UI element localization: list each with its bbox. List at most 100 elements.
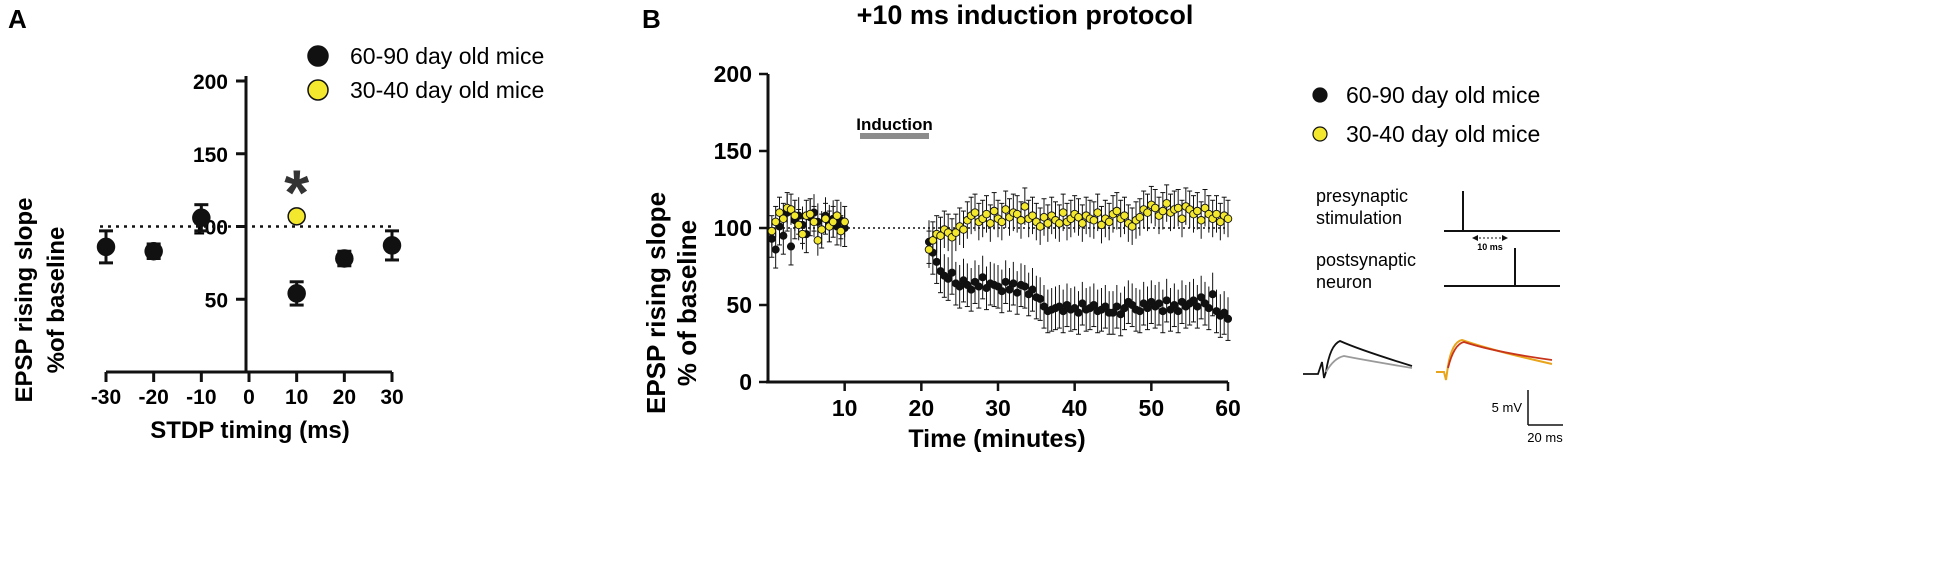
panel-b-point-adult xyxy=(955,282,964,291)
legend-b-marker-yellow xyxy=(1312,126,1328,142)
panel-b-point-adult xyxy=(1116,310,1125,319)
panel-b-point-young xyxy=(786,205,796,214)
panel-b-point-young xyxy=(798,229,807,239)
panel-b: B +10 ms induction protocol EPSP rising … xyxy=(641,0,1563,453)
panel-b-point-young xyxy=(779,214,788,224)
panel-b-point-young xyxy=(790,211,800,220)
panel-b-point-adult xyxy=(1193,302,1202,311)
panel-b-point-adult xyxy=(1120,304,1129,313)
stimulation-schematic: presynaptic stimulation 10 ms postsynapt… xyxy=(1316,186,1560,292)
panel-b-point-young xyxy=(1200,203,1210,213)
scale-bar-y-label: 5 mV xyxy=(1492,400,1523,415)
panel-b-point-adult xyxy=(779,231,788,240)
panel-a-y-tick-label: 50 xyxy=(205,289,228,312)
panel-b-point-adult xyxy=(1036,294,1045,303)
panel-b-point-adult xyxy=(1108,308,1118,317)
panel-b-point-adult xyxy=(767,234,776,243)
panel-b-x-tick-label: 40 xyxy=(1062,395,1088,421)
panel-b-ylabel-line2: % of baseline xyxy=(672,220,702,386)
panel-b-x-tick-label: 20 xyxy=(909,395,935,421)
legend-b-label-yellow: 30-40 day old mice xyxy=(1346,121,1540,147)
panel-b-ylabel-line1: EPSP rising slope xyxy=(641,192,671,414)
panel-b-x-tick-label: 30 xyxy=(985,395,1011,421)
panel-b-point-adult xyxy=(932,257,941,266)
panel-b-point-young xyxy=(1177,214,1187,224)
panel-b-point-adult xyxy=(978,273,987,282)
panel-b-point-young xyxy=(951,228,961,237)
induction-label: Induction xyxy=(856,115,932,134)
panel-b-point-adult xyxy=(967,285,976,294)
panel-b-point-young xyxy=(836,226,846,236)
panel-b-point-adult xyxy=(1143,304,1152,313)
panel-a-x-tick-label: -10 xyxy=(186,386,216,409)
panel-b-point-adult xyxy=(944,274,953,283)
panel-b-point-young xyxy=(809,217,819,227)
panel-a-ylabel-line2: %of baseline xyxy=(43,227,70,374)
panel-b-point-young xyxy=(794,220,803,230)
legend-label-black: 60-90 day old mice xyxy=(350,43,544,69)
panel-b-point-young xyxy=(997,217,1007,227)
panel-a-xlabel: STDP timing (ms) xyxy=(150,417,350,444)
panel-b-point-young xyxy=(840,217,849,227)
panel-a-label: A xyxy=(8,4,27,34)
panel-b-point-young xyxy=(1078,219,1087,228)
panel-b-point-young xyxy=(936,231,945,240)
panel-a-x-tick-label: -20 xyxy=(138,386,168,409)
panel-b-data-points xyxy=(767,184,1233,341)
panel-a: A EPSP rising slope %of baseline -30 -20-… xyxy=(8,4,544,444)
panel-b-point-young xyxy=(1223,214,1233,224)
legend-label-yellow: 30-40 day old mice xyxy=(350,77,544,103)
panel-a-data-points xyxy=(96,203,402,307)
panel-b-point-adult xyxy=(1074,308,1083,317)
panel-b-y-tick-label: 50 xyxy=(726,292,752,318)
panel-b-point-young xyxy=(805,209,815,219)
panel-b-y-ticks: 0 50 100 150 200 xyxy=(714,61,768,395)
panel-a-legend: 60-90 day old mice 30-40 day old mice xyxy=(307,43,544,103)
panel-a-x-tick-label: 30 xyxy=(380,386,403,409)
panel-a-x-tick-label: -30 xyxy=(91,386,121,409)
panel-b-x-tick-label: 50 xyxy=(1139,395,1165,421)
panel-a-x-tick-label: 20 xyxy=(333,386,356,409)
panel-b-x-ticks: 10 20 30 40 50 60 xyxy=(832,382,1241,421)
panel-a-x-ticks: -30 -20 -10 0 10 20 30 xyxy=(91,372,404,409)
panel-b-point-young xyxy=(928,236,938,245)
panel-b-point-adult xyxy=(1162,296,1171,305)
panel-b-point-young xyxy=(1212,209,1221,219)
panel-b-point-young xyxy=(1089,216,1099,225)
panel-b-point-adult xyxy=(1001,277,1010,286)
panel-b-point-young xyxy=(821,214,830,224)
panel-b-point-young xyxy=(1093,208,1102,217)
panel-b-point-young xyxy=(989,206,999,216)
panel-b-point-young xyxy=(771,217,780,227)
panel-b-legend: 60-90 day old mice 30-40 day old mice xyxy=(1312,82,1540,147)
panel-b-point-adult xyxy=(947,268,957,277)
panel-b-point-young xyxy=(1216,217,1225,227)
legend-marker-black xyxy=(307,45,329,67)
panel-b-point-adult xyxy=(1009,279,1018,288)
panel-b-point-adult xyxy=(1220,308,1229,317)
panel-b-point-adult xyxy=(1154,299,1164,308)
panel-b-point-young xyxy=(1035,222,1045,231)
panel-b-point-young xyxy=(1012,209,1022,219)
panel-b-point-young xyxy=(1196,216,1206,225)
panel-b-point-adult xyxy=(1101,302,1110,311)
panel-b-xlabel: Time (minutes) xyxy=(908,425,1085,453)
panel-a-point-adult xyxy=(287,284,306,303)
panel-b-point-adult xyxy=(771,245,780,254)
panel-b-point-young xyxy=(1112,206,1122,216)
trace-adult-post xyxy=(1325,355,1413,373)
panel-b-point-adult xyxy=(1028,285,1037,294)
panel-b-point-young xyxy=(1162,199,1171,208)
panel-b-point-adult xyxy=(1059,307,1068,316)
panel-b-point-young xyxy=(1058,208,1068,217)
legend-b-marker-black xyxy=(1312,87,1328,103)
panel-b-point-young xyxy=(817,225,826,234)
panel-b-point-adult xyxy=(1013,288,1022,297)
panel-b-point-adult xyxy=(1223,314,1233,323)
panel-a-x-tick-label: 10 xyxy=(285,386,308,409)
panel-b-point-young xyxy=(1001,205,1010,214)
schematic-post-label-2: neuron xyxy=(1316,272,1372,292)
panel-b-point-young xyxy=(767,226,777,236)
